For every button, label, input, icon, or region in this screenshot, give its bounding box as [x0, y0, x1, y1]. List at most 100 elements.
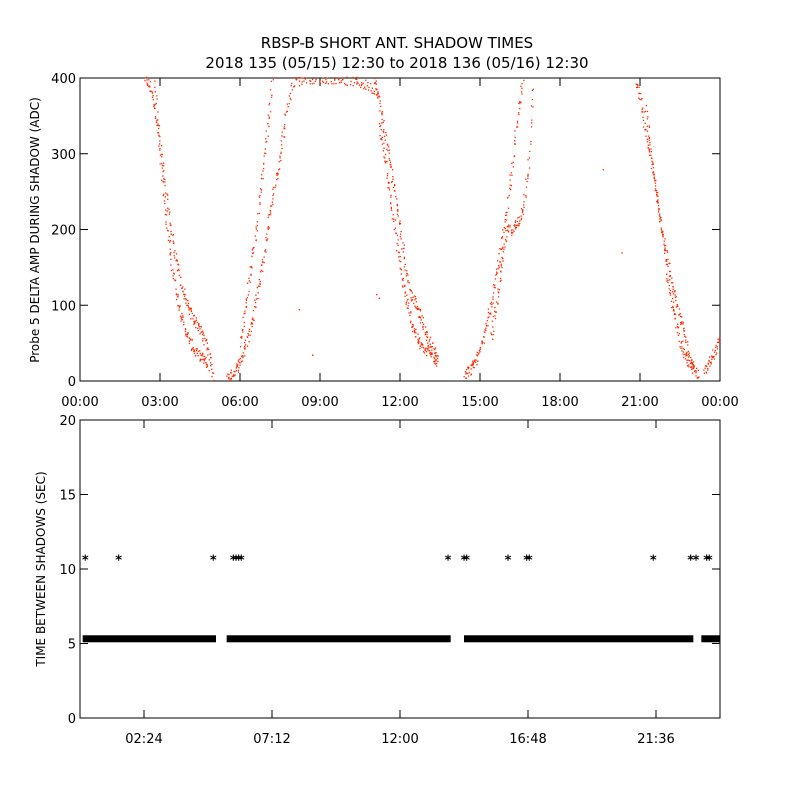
data-point-descending-1-outer [173, 252, 175, 254]
data-point-ascending-2-inner [514, 136, 516, 138]
data-point-descending-2-outer [383, 131, 385, 133]
data-point-descending-2-outer [383, 119, 385, 122]
data-point-descending-1-inner [192, 347, 194, 349]
data-point-ascending-1-inner [288, 95, 290, 97]
data-point-descending-1-outer [176, 260, 179, 262]
data-point-ascending-2-outer [498, 296, 500, 298]
data-point-descending-2-outer [381, 118, 383, 121]
data-point-descending-1-outer [204, 337, 206, 340]
data-point-descending-1-outer [195, 319, 197, 321]
data-point-descending-2-outer [380, 105, 382, 107]
data-point-ascending-1-outer [245, 306, 247, 308]
data-point-ascending-2-outer [505, 229, 507, 232]
data-point-descending-1-inner [208, 370, 210, 372]
data-point-ascending-2-inner [472, 364, 474, 366]
data-point-ascending-2-inner [516, 126, 518, 128]
data-point-descending-2-outer [388, 149, 391, 151]
data-point-descending-3-outer [641, 108, 643, 111]
data-point-ascending-2-inner [517, 122, 519, 124]
data-point-descending-1-inner [205, 361, 207, 364]
data-point-descending-1-outer [184, 293, 186, 296]
data-point-ascending-1-inner [286, 103, 288, 105]
data-point-descending-1-outer [153, 104, 156, 106]
data-point-ascending-1-inner [262, 270, 264, 272]
data-point-arch-2 [346, 76, 348, 78]
data-point-descending-3-outer [695, 372, 697, 374]
data-point-descending-2-inner [388, 182, 390, 184]
data-point-descending-2-inner [379, 125, 381, 128]
data-point-descending-2-inner [387, 181, 389, 183]
data-point-descending-3-outer [655, 189, 658, 192]
data-point-descending-3-outer [685, 339, 687, 341]
data-point-descending-3-inner [673, 301, 675, 303]
data-point-ascending-2-inner [523, 79, 525, 82]
data-point-descending-2-outer [419, 309, 421, 311]
data-point-ascending-1-inner [272, 186, 275, 189]
data-point-descending-2-inner [420, 344, 422, 346]
data-point-ascending-1-inner [238, 358, 240, 361]
data-point-ascending-1-inner [248, 330, 250, 332]
data-point-descending-3-inner [673, 309, 675, 311]
data-point-descending-2-outer [402, 251, 404, 253]
data-point-descending-3-outer [638, 86, 640, 88]
data-point-descending-2-inner [421, 344, 423, 346]
data-point-descending-2-outer [403, 266, 406, 268]
data-point-descending-2-outer [397, 215, 399, 217]
data-point-descending-1-inner [175, 288, 177, 290]
data-point-descending-1-outer [164, 185, 166, 187]
data-point-ascending-2-inner [487, 308, 490, 310]
data-point-descending-1-inner [187, 332, 189, 334]
data-point-descending-1-outer [182, 286, 184, 288]
data-point-ascending-1-inner [228, 373, 230, 376]
data-point-ascending-2-outer [492, 338, 494, 340]
data-point-ascending-3 [707, 369, 709, 371]
data-point-ascending-1-inner [284, 113, 286, 115]
data-point-ascending-2-outer [515, 226, 518, 229]
data-point-descending-3-outer [651, 160, 653, 162]
data-point-descending-2-outer [379, 102, 381, 105]
data-point-descending-1-inner [170, 258, 172, 260]
data-point-descending-3-inner [648, 126, 651, 128]
data-point-descending-1-inner [157, 111, 159, 113]
data-point-ascending-1-outer [259, 202, 261, 204]
data-point-arch-2 [378, 95, 380, 97]
data-point-descending-3-inner [673, 313, 675, 315]
data-point-descending-3-outer [692, 365, 694, 368]
data-point-ascending-1-inner [235, 370, 237, 372]
data-point-descending-1-inner [157, 119, 159, 121]
data-point-arch-2 [314, 80, 317, 82]
data-point-descending-3-outer [639, 98, 641, 100]
data-point-ascending-2-outer [507, 226, 509, 228]
data-point-descending-2-inner [384, 162, 387, 164]
data-point-descending-1-outer [163, 165, 165, 167]
data-point-ascending-1-outer [241, 337, 243, 339]
data-point-descending-2-outer [375, 88, 377, 91]
data-point-descending-3-inner [647, 116, 649, 118]
data-point-descending-2-outer [388, 157, 390, 160]
data-point-ascending-2-outer [521, 211, 524, 213]
data-point-ascending-2-inner [483, 336, 485, 338]
data-point-descending-2-outer [415, 301, 417, 303]
data-point-descending-3-inner [654, 188, 657, 190]
data-point-arch-2 [365, 79, 367, 81]
data-point-descending-1-inner [205, 356, 207, 358]
data-point-arch-2 [298, 85, 301, 87]
data-point-ascending-1-inner [283, 126, 285, 128]
data-point-ascending-1-outer [248, 277, 250, 279]
data-point-arch-2 [298, 76, 301, 79]
data-point-descending-3-outer [692, 361, 695, 363]
data-point-descending-1-outer [148, 79, 150, 81]
data-point-ascending-1-inner [287, 106, 289, 108]
data-point-descending-3-inner [657, 211, 660, 213]
data-point-descending-2-inner [411, 326, 413, 328]
data-point-ascending-1-outer [263, 163, 265, 165]
data-point-descending-2-inner [390, 194, 392, 196]
data-point-ascending-1-inner [280, 160, 282, 162]
bottom-data-points: * * * **** * ** * ** * ** ** [82, 554, 720, 643]
data-point-descending-1-outer [159, 140, 161, 142]
data-point-descending-1-outer [195, 317, 197, 319]
data-point-descending-3-inner [657, 202, 659, 204]
data-point-descending-3-inner [690, 366, 692, 368]
data-point-ascending-2-inner [470, 373, 472, 375]
data-point-descending-3-inner [667, 281, 669, 284]
